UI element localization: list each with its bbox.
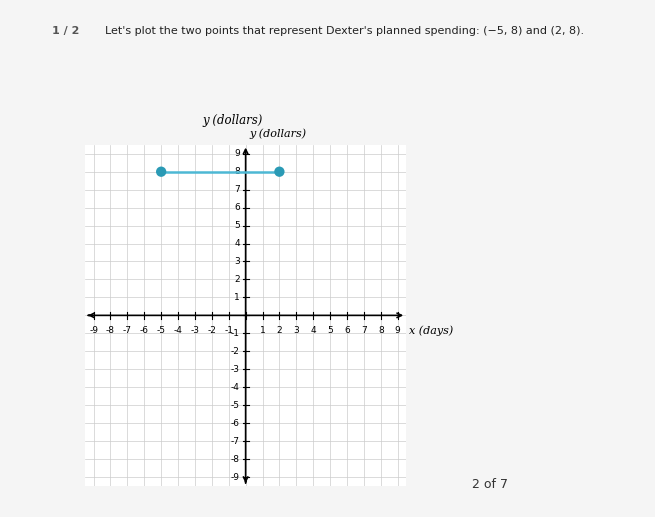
Text: 1: 1 — [234, 293, 240, 302]
Text: -9: -9 — [89, 326, 98, 335]
Text: -4: -4 — [231, 383, 240, 392]
Text: -4: -4 — [174, 326, 183, 335]
Text: -9: -9 — [231, 473, 240, 481]
Text: -8: -8 — [231, 454, 240, 464]
Text: 1: 1 — [259, 326, 265, 335]
Text: -2: -2 — [208, 326, 216, 335]
Point — [156, 168, 166, 176]
Text: 3: 3 — [234, 257, 240, 266]
Text: 6: 6 — [234, 203, 240, 212]
Text: 3: 3 — [293, 326, 299, 335]
Text: -6: -6 — [140, 326, 149, 335]
Text: -7: -7 — [123, 326, 132, 335]
Text: Let's plot the two points that represent Dexter's planned spending: (−5, 8) and : Let's plot the two points that represent… — [105, 26, 584, 36]
Text: -5: -5 — [157, 326, 166, 335]
Text: 2: 2 — [276, 326, 282, 335]
Text: 8: 8 — [234, 167, 240, 176]
Text: 4: 4 — [310, 326, 316, 335]
Text: 4: 4 — [234, 239, 240, 248]
Text: -7: -7 — [231, 436, 240, 446]
Text: x (days): x (days) — [409, 325, 454, 336]
Text: 1 / 2: 1 / 2 — [52, 26, 80, 36]
Text: -6: -6 — [231, 419, 240, 428]
Text: -2: -2 — [231, 347, 240, 356]
Text: 9: 9 — [234, 149, 240, 158]
Text: -3: -3 — [231, 365, 240, 374]
Text: -8: -8 — [106, 326, 115, 335]
Text: -3: -3 — [191, 326, 200, 335]
Text: 8: 8 — [378, 326, 384, 335]
Text: -1: -1 — [231, 329, 240, 338]
Text: y (dollars): y (dollars) — [250, 129, 307, 140]
Text: 7: 7 — [361, 326, 367, 335]
Text: 5: 5 — [234, 221, 240, 230]
Text: y (dollars): y (dollars) — [202, 114, 263, 127]
Text: 5: 5 — [328, 326, 333, 335]
Point — [274, 168, 285, 176]
Text: -1: -1 — [224, 326, 233, 335]
Text: -5: -5 — [231, 401, 240, 409]
Text: 2 of 7: 2 of 7 — [472, 478, 508, 491]
Text: 2: 2 — [234, 275, 240, 284]
Text: 7: 7 — [234, 185, 240, 194]
Text: 6: 6 — [344, 326, 350, 335]
Text: 9: 9 — [395, 326, 400, 335]
